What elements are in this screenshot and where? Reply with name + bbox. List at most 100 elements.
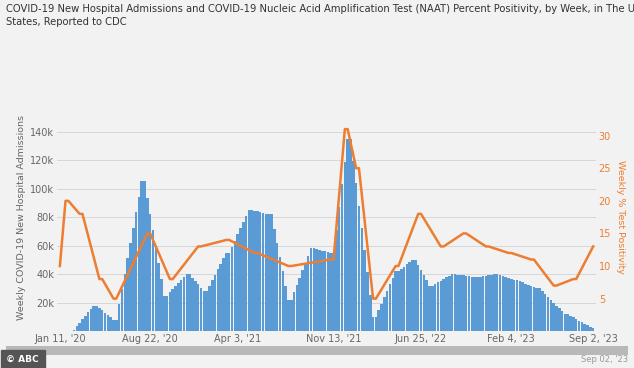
Bar bbox=[211, 280, 214, 331]
Bar bbox=[208, 286, 210, 331]
Bar bbox=[287, 300, 290, 331]
Bar bbox=[262, 213, 264, 331]
Bar bbox=[366, 272, 369, 331]
Bar bbox=[538, 289, 541, 331]
Bar bbox=[120, 289, 123, 331]
Bar bbox=[268, 214, 270, 331]
Bar bbox=[214, 275, 216, 331]
Bar bbox=[375, 317, 377, 331]
Bar bbox=[592, 328, 595, 331]
Bar bbox=[569, 316, 572, 331]
Bar bbox=[572, 317, 574, 331]
Bar bbox=[346, 139, 349, 331]
Bar bbox=[408, 262, 411, 331]
Bar bbox=[152, 230, 154, 331]
Bar bbox=[431, 286, 434, 331]
Bar bbox=[428, 286, 430, 331]
Bar bbox=[281, 271, 284, 331]
Bar bbox=[223, 258, 225, 331]
Bar bbox=[194, 281, 197, 331]
Bar bbox=[527, 285, 529, 331]
Bar bbox=[451, 274, 453, 331]
Bar bbox=[166, 296, 169, 331]
Bar bbox=[513, 280, 515, 331]
Bar bbox=[586, 325, 589, 331]
Bar bbox=[437, 282, 439, 331]
Bar bbox=[462, 275, 465, 331]
Bar bbox=[174, 286, 177, 331]
Bar bbox=[470, 277, 473, 331]
Bar bbox=[273, 229, 276, 331]
Bar bbox=[392, 278, 394, 331]
Bar bbox=[84, 316, 87, 331]
Bar bbox=[231, 247, 233, 331]
Bar bbox=[417, 265, 420, 331]
Bar bbox=[256, 211, 259, 331]
Bar bbox=[254, 211, 256, 331]
Bar bbox=[372, 317, 374, 331]
Bar bbox=[490, 275, 493, 331]
Bar bbox=[515, 280, 518, 331]
Bar bbox=[521, 282, 524, 331]
Bar bbox=[124, 274, 126, 331]
Bar bbox=[157, 263, 160, 331]
Bar bbox=[327, 252, 329, 331]
Bar bbox=[180, 280, 183, 331]
Bar bbox=[361, 228, 363, 331]
Bar bbox=[324, 251, 327, 331]
Bar bbox=[484, 276, 487, 331]
Bar bbox=[135, 212, 138, 331]
Bar bbox=[310, 248, 313, 331]
Bar bbox=[448, 276, 451, 331]
Bar bbox=[533, 287, 535, 331]
Bar bbox=[126, 258, 129, 331]
Bar bbox=[264, 213, 267, 331]
Bar bbox=[400, 269, 403, 331]
Bar bbox=[578, 321, 580, 331]
Bar bbox=[434, 284, 436, 331]
Bar bbox=[129, 243, 132, 331]
Bar bbox=[132, 227, 134, 331]
Bar bbox=[352, 161, 354, 331]
Bar bbox=[270, 214, 273, 331]
Bar bbox=[318, 250, 321, 331]
Bar bbox=[414, 260, 417, 331]
Bar bbox=[81, 319, 84, 331]
Bar bbox=[380, 304, 383, 331]
Bar bbox=[186, 274, 188, 331]
Bar bbox=[104, 313, 107, 331]
Bar bbox=[169, 293, 171, 331]
Bar bbox=[443, 279, 445, 331]
Bar bbox=[423, 275, 425, 331]
Bar bbox=[564, 314, 566, 331]
Bar bbox=[163, 296, 165, 331]
Bar bbox=[550, 300, 552, 331]
Bar bbox=[589, 327, 592, 331]
Bar bbox=[397, 271, 399, 331]
Bar bbox=[474, 277, 476, 331]
Bar bbox=[583, 324, 586, 331]
Bar bbox=[566, 314, 569, 331]
Bar bbox=[581, 322, 583, 331]
Bar bbox=[335, 230, 338, 331]
Bar bbox=[358, 206, 360, 331]
Bar bbox=[411, 260, 414, 331]
Bar bbox=[248, 210, 250, 331]
Bar bbox=[115, 320, 117, 331]
Bar bbox=[279, 257, 281, 331]
Bar bbox=[315, 249, 318, 331]
Bar bbox=[555, 305, 558, 331]
Bar bbox=[200, 288, 202, 331]
Bar bbox=[332, 253, 335, 331]
Bar bbox=[499, 275, 501, 331]
Bar bbox=[143, 181, 146, 331]
Bar bbox=[493, 274, 496, 331]
Bar bbox=[259, 212, 261, 331]
Bar bbox=[547, 297, 549, 331]
Bar bbox=[98, 308, 101, 331]
Bar bbox=[488, 275, 490, 331]
Bar bbox=[141, 181, 143, 331]
Bar bbox=[299, 278, 301, 331]
Bar bbox=[561, 311, 564, 331]
Bar bbox=[75, 326, 78, 331]
